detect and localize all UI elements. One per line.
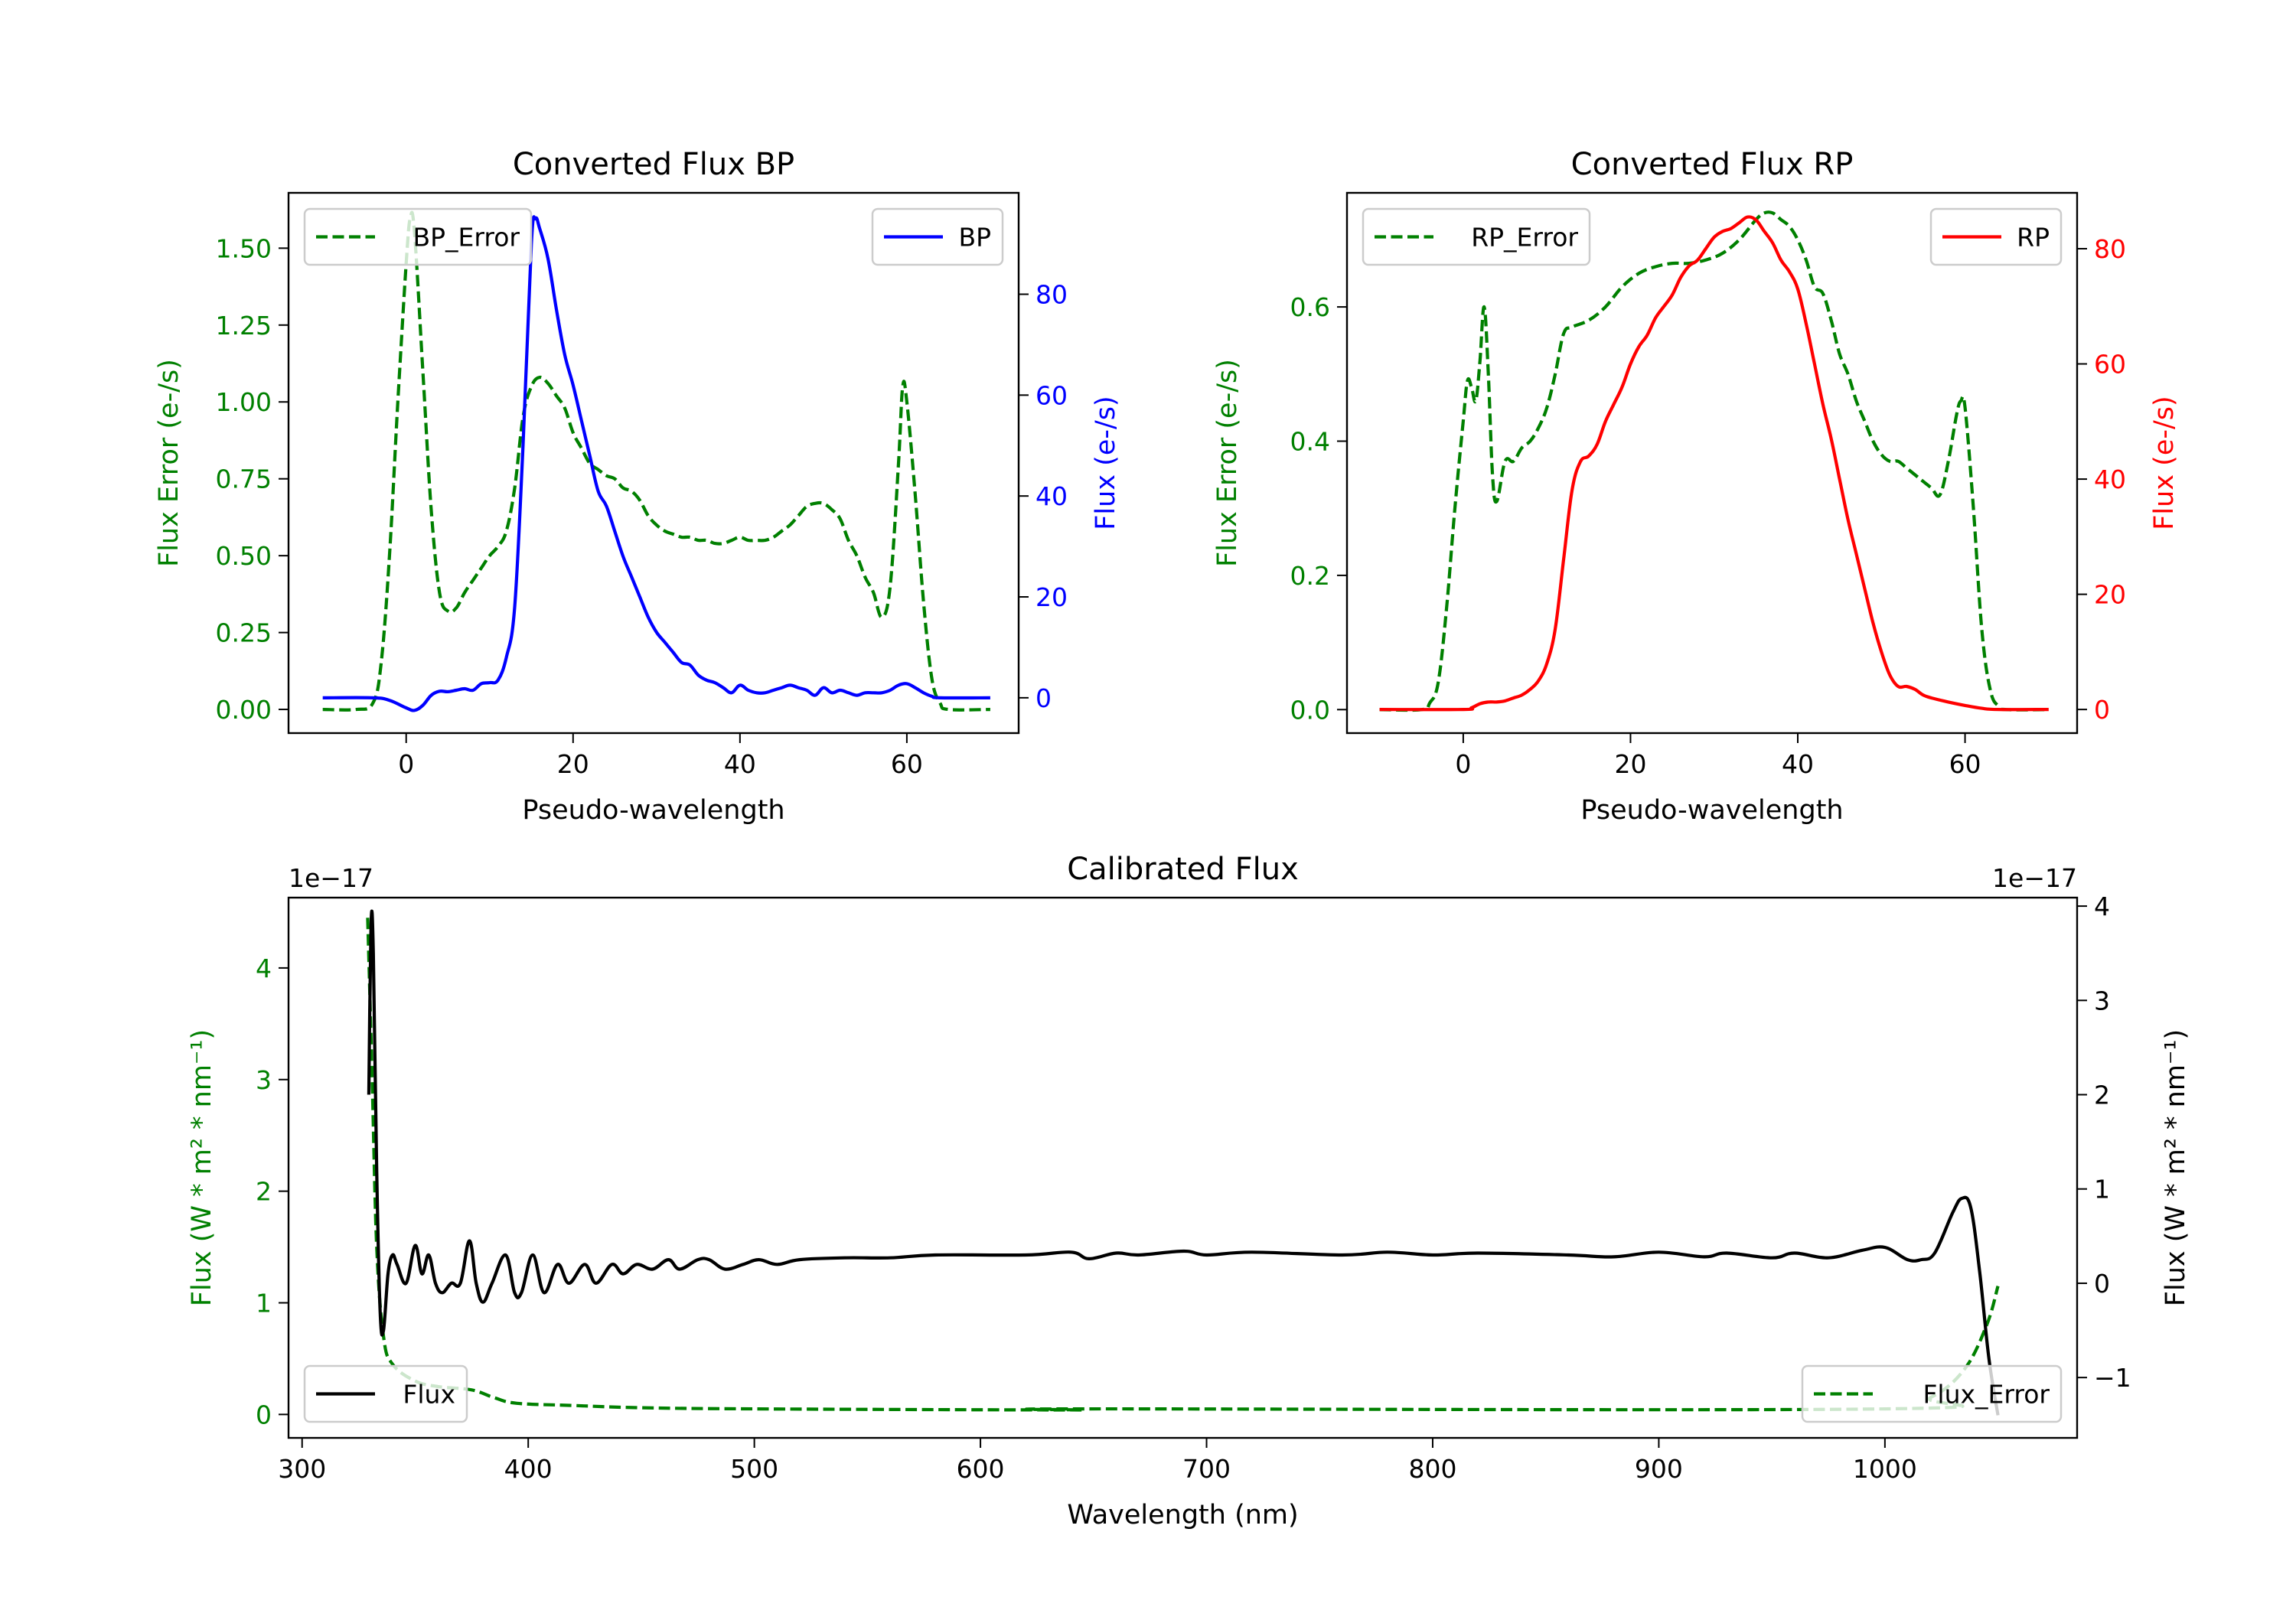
legend-box xyxy=(303,1364,468,1423)
y-right-tick-label: 60 xyxy=(2094,350,2126,380)
y-right-tick-label: 0 xyxy=(2094,695,2110,725)
y-left-tick-label: 1 xyxy=(256,1289,272,1319)
chart-title: Converted Flux BP xyxy=(513,147,794,182)
legend-label: BP xyxy=(958,223,991,253)
x-axis-label: Pseudo-wavelength xyxy=(522,795,784,826)
y-left-axis-label: Flux (W * m² * nm⁻¹) xyxy=(187,1029,217,1306)
y-left-tick-label: 0.2 xyxy=(1290,561,1330,591)
y-right-tick-label: 40 xyxy=(2094,464,2126,494)
y-left-tick-label: 4 xyxy=(256,953,272,983)
y-left-tick-label: 0.25 xyxy=(216,618,272,648)
y-right-tick-label: 2 xyxy=(2094,1081,2110,1110)
series-line-rp-error xyxy=(1379,210,2049,712)
legend-box xyxy=(1801,1364,2063,1423)
chart-title: Calibrated Flux xyxy=(1067,852,1299,887)
y-right-tick-label: 80 xyxy=(2094,234,2126,264)
x-tick-label: 600 xyxy=(957,1454,1005,1484)
x-tick-label: 0 xyxy=(1455,749,1471,779)
y-left-offset-text: 1e−17 xyxy=(289,863,373,893)
x-tick-label: 0 xyxy=(398,749,414,779)
legend-bp-error: BP_Error xyxy=(303,207,533,266)
y-right-tick-label: 0 xyxy=(2094,1269,2110,1299)
y-right-axis-label: Flux (e-/s) xyxy=(1091,396,1121,530)
y-left-tick-label: 1.50 xyxy=(216,233,272,263)
y-left-tick-label: 0.50 xyxy=(216,541,272,571)
x-tick-label: 60 xyxy=(891,749,923,779)
legend-rp: RP xyxy=(1929,207,2063,266)
legend-rp-error: RP_Error xyxy=(1362,207,1591,266)
y-right-tick-label: 20 xyxy=(2094,580,2126,610)
x-tick-label: 300 xyxy=(278,1454,326,1484)
series-line-rp xyxy=(1379,215,2049,712)
legend-bp: BP xyxy=(871,207,1004,266)
y-right-tick-label: 1 xyxy=(2094,1175,2110,1204)
series-line-bp xyxy=(322,215,990,712)
y-left-axis-label: Flux Error (e-/s) xyxy=(1212,359,1243,567)
legend-flux-error: Flux_Error xyxy=(1801,1364,2063,1423)
axes-frame xyxy=(287,191,1020,735)
legend-label: Flux xyxy=(403,1380,455,1410)
y-left-tick-label: 2 xyxy=(256,1177,272,1207)
y-left-tick-label: 0.6 xyxy=(1290,292,1330,322)
y-left-tick-label: 0 xyxy=(256,1400,272,1429)
chart-converted-flux-bp: 0 20 40 60 0.00 0.25 0.50 0.75 1.00 1.25 1.50 0 20 40… xyxy=(154,147,1121,826)
x-tick-label: 500 xyxy=(730,1454,778,1484)
x-tick-label: 20 xyxy=(557,749,589,779)
legend-flux: Flux xyxy=(303,1364,468,1423)
x-tick-label: 700 xyxy=(1182,1454,1231,1484)
x-tick-label: 900 xyxy=(1635,1454,1683,1484)
y-right-offset-text: 1e−17 xyxy=(1992,863,2077,893)
y-left-tick-label: 1.25 xyxy=(216,311,272,341)
x-axis-label: Wavelength (nm) xyxy=(1067,1500,1298,1530)
y-right-tick-label: −1 xyxy=(2094,1363,2131,1393)
legend-label: Flux_Error xyxy=(1923,1380,2050,1410)
y-right-axis-label: Flux (e-/s) xyxy=(2149,396,2180,530)
x-tick-label: 800 xyxy=(1408,1454,1456,1484)
y-right-tick-label: 60 xyxy=(1035,380,1068,410)
x-tick-label: 20 xyxy=(1614,749,1646,779)
y-right-tick-label: 4 xyxy=(2094,892,2110,921)
y-right-tick-label: 0 xyxy=(1035,683,1052,713)
x-tick-label: 40 xyxy=(1782,749,1814,779)
y-left-tick-label: 1.00 xyxy=(216,387,272,417)
y-left-tick-label: 0.0 xyxy=(1290,695,1330,725)
series-line-bp-error xyxy=(322,210,990,712)
y-left-tick-label: 0.4 xyxy=(1290,426,1330,456)
x-tick-label: 60 xyxy=(1949,749,1981,779)
chart-calibrated-flux: 300 400 500 600 700 800 900 1000 0 1 2 3 4 −1 0 1 2 3 4 Cal… xyxy=(187,852,2191,1530)
legend-label: BP_Error xyxy=(413,223,520,253)
chart-converted-flux-rp: 0 20 40 60 0.0 0.2 0.4 0.6 0 20 40 60 80 Converted Fl… xyxy=(1212,147,2180,826)
y-left-tick-label: 0.75 xyxy=(216,464,272,494)
axes-frame xyxy=(1345,191,2079,735)
x-tick-label: 1000 xyxy=(1853,1454,1917,1484)
legend-box xyxy=(1362,207,1591,266)
legend-label: RP_Error xyxy=(1471,223,1578,253)
y-right-axis-label: Flux (W * m² * nm⁻¹) xyxy=(2161,1029,2191,1306)
y-right-tick-label: 80 xyxy=(1035,279,1068,309)
y-left-tick-label: 3 xyxy=(256,1065,272,1095)
y-left-tick-label: 0.00 xyxy=(216,695,272,725)
y-right-tick-label: 3 xyxy=(2094,986,2110,1015)
legend-label: RP xyxy=(2017,223,2050,253)
x-axis-label: Pseudo-wavelength xyxy=(1580,795,1843,826)
series-line-flux xyxy=(367,909,2000,1416)
chart-title: Converted Flux RP xyxy=(1571,147,1854,182)
x-tick-label: 400 xyxy=(504,1454,553,1484)
x-tick-label: 40 xyxy=(724,749,756,779)
y-right-tick-label: 40 xyxy=(1035,481,1068,511)
legend-box xyxy=(303,207,533,266)
y-left-axis-label: Flux Error (e-/s) xyxy=(154,359,184,567)
axes-frame xyxy=(287,896,2079,1439)
y-right-tick-label: 20 xyxy=(1035,582,1068,612)
